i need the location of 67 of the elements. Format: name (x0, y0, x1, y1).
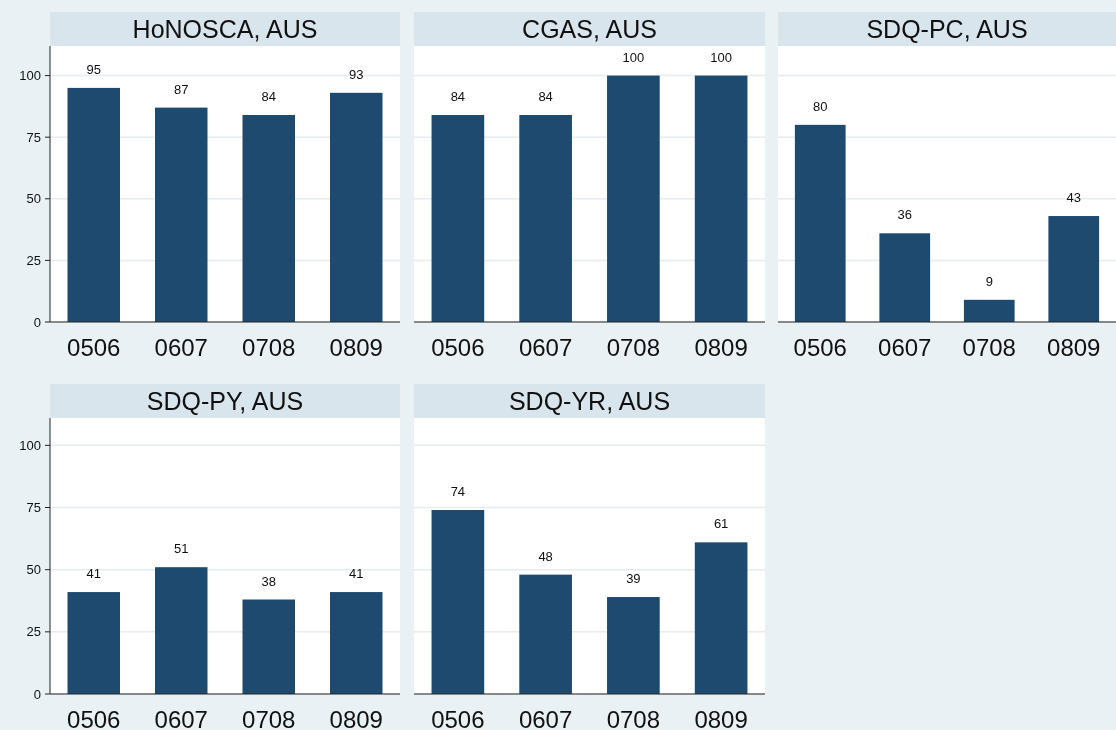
y-tick-label: 0 (33, 314, 41, 330)
data-label: 43 (1066, 190, 1081, 206)
data-label: 87 (174, 81, 189, 97)
x-tick-label: 0607 (154, 706, 208, 730)
x-tick-label: 0607 (154, 334, 208, 361)
data-label: 39 (626, 571, 641, 587)
data-label: 48 (538, 548, 553, 564)
bar (67, 592, 120, 694)
y-tick-label: 50 (26, 562, 41, 578)
x-tick-label: 0708 (606, 706, 661, 730)
bar (519, 574, 572, 694)
x-tick-label: 0708 (242, 706, 296, 730)
x-tick-label: 0708 (242, 334, 296, 361)
data-label: 51 (174, 541, 189, 557)
bar (242, 599, 295, 694)
bar (963, 299, 1015, 322)
x-tick-label: 0506 (67, 334, 121, 361)
data-label: 41 (349, 566, 364, 582)
x-tick-label: 0708 (962, 334, 1016, 361)
y-tick-label: 100 (19, 68, 41, 84)
x-tick-label: 0809 (694, 706, 748, 730)
x-tick-label: 0607 (878, 334, 932, 361)
bar (330, 592, 383, 694)
y-tick-label: 0 (33, 686, 41, 702)
chart-title: SDQ-PC, AUS (866, 15, 1028, 43)
data-label: 84 (261, 89, 276, 104)
chart-title: SDQ-YR, AUS (508, 387, 671, 415)
chart-title: HoNOSCA, AUS (132, 15, 318, 43)
data-label: 95 (86, 61, 101, 77)
x-tick-label: 0809 (1047, 334, 1101, 361)
data-label: 100 (710, 49, 732, 65)
chart-title: CGAS, AUS (522, 15, 657, 43)
data-label: 41 (86, 566, 101, 582)
chart-title: SDQ-PY, AUS (146, 387, 304, 415)
x-tick-label: 0809 (694, 334, 748, 361)
y-tick-label: 100 (19, 437, 41, 453)
y-tick-label: 25 (26, 624, 41, 640)
x-tick-label: 0708 (606, 334, 661, 361)
x-tick-label: 0506 (67, 706, 121, 730)
y-tick-label: 50 (26, 191, 41, 207)
bar (1048, 216, 1100, 322)
bar (694, 542, 748, 694)
data-label: 84 (450, 89, 466, 104)
x-tick-label: 0506 (431, 334, 485, 361)
data-label: 84 (538, 89, 553, 104)
bar (794, 124, 846, 322)
bar (431, 510, 485, 694)
data-label: 38 (261, 573, 276, 589)
bar (607, 597, 660, 694)
data-label: 36 (897, 207, 912, 223)
data-label: 80 (813, 98, 828, 114)
x-tick-label: 0809 (329, 706, 383, 730)
data-label: 61 (713, 516, 729, 532)
x-tick-label: 0506 (793, 334, 847, 361)
bar (879, 233, 931, 322)
y-tick-label: 75 (26, 500, 41, 516)
y-tick-label: 25 (26, 252, 41, 268)
x-tick-label: 0607 (518, 706, 573, 730)
x-tick-label: 0506 (431, 706, 485, 730)
data-label: 74 (450, 484, 466, 499)
y-tick-label: 75 (26, 129, 41, 145)
x-tick-label: 0809 (329, 334, 383, 361)
x-tick-label: 0607 (518, 334, 573, 361)
data-label: 100 (622, 49, 645, 65)
data-label: 9 (985, 273, 993, 289)
bar (155, 567, 208, 694)
data-label: 93 (349, 66, 364, 82)
